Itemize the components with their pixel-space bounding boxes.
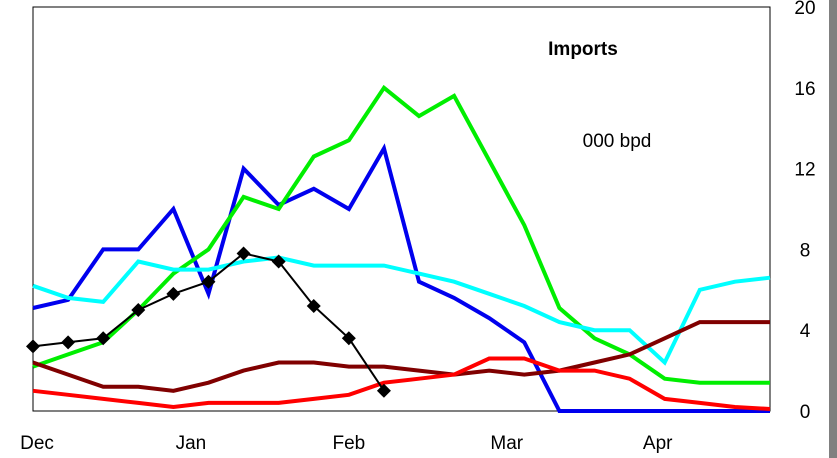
series-6-marker (236, 246, 251, 261)
x-tick-labels: Dec Jan Feb Mar Apr (20, 433, 673, 454)
x-tick-label: Feb (332, 433, 365, 454)
y-tick-label: 0 (800, 402, 811, 423)
y-tick-label: 16 (794, 79, 815, 100)
window-edge (829, 0, 837, 458)
x-tick-label: Mar (490, 433, 523, 454)
chart-title: Imports (548, 39, 618, 60)
x-tick-label: Dec (20, 433, 54, 454)
y-tick-label: 8 (800, 240, 811, 261)
series-6-marker (341, 331, 356, 346)
unit-label: 000 bpd (583, 131, 652, 152)
series-layer (32, 84, 771, 413)
plot-frame (32, 6, 771, 412)
series-6-marker (166, 286, 181, 301)
series-line-5 (32, 356, 771, 411)
series-6-marker (306, 298, 321, 313)
y-tick-label: 4 (800, 321, 811, 342)
marker-layer (26, 246, 391, 398)
series-6-marker (376, 383, 391, 398)
series-line-2 (32, 84, 770, 385)
x-tick-label: Jan (176, 433, 207, 454)
series-6-marker (201, 274, 216, 289)
series-6-marker (96, 331, 111, 346)
series-6-marker (131, 303, 146, 317)
x-tick-label: Apr (643, 433, 673, 454)
series-6-marker (61, 335, 76, 350)
series-6-marker (271, 254, 286, 269)
series-6-marker (26, 339, 40, 354)
y-tick-label: 12 (794, 160, 815, 181)
series-line-4 (32, 320, 770, 393)
series-line-1 (32, 143, 770, 413)
y-tick-labels: 0 4 8 12 16 20 (794, 0, 815, 423)
y-tick-label: 20 (794, 0, 815, 19)
